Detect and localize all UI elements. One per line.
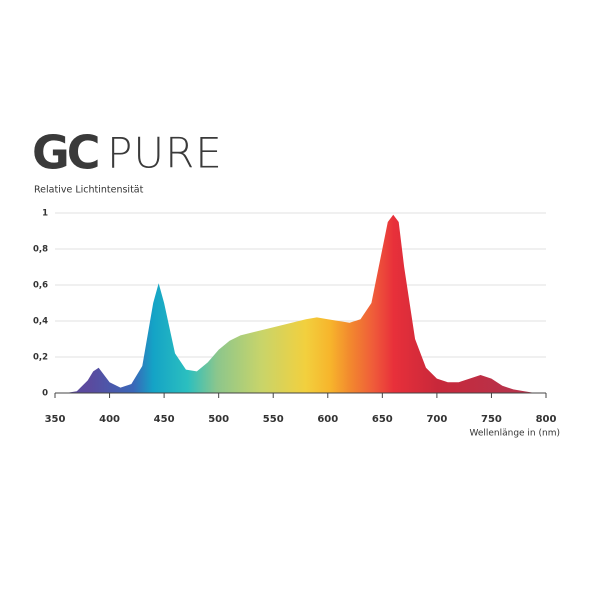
x-tick-label: 750 (481, 414, 502, 425)
spectrum-area (65, 214, 547, 393)
y-tick-label: 0,6 (33, 281, 48, 291)
x-tick-label: 650 (372, 414, 393, 425)
x-tick-label: 500 (208, 414, 229, 425)
x-tick-label: 600 (317, 414, 338, 425)
logo-mark: GC (32, 126, 98, 180)
logo-text: PURE (107, 129, 223, 178)
x-tick-label: 450 (154, 414, 175, 425)
y-tick-label: 0 (42, 389, 48, 399)
y-tick-label: 0,4 (33, 317, 48, 327)
x-axis-label: Wellenlänge in (nm) (469, 429, 560, 439)
x-tick-label: 350 (45, 414, 66, 425)
y-tick-label: 0,2 (33, 353, 48, 363)
x-tick-label: 800 (536, 414, 557, 425)
y-tick-label: 0,8 (33, 245, 48, 255)
x-tick-label: 550 (263, 414, 284, 425)
x-tick-label: 400 (99, 414, 120, 425)
y-tick-label: 1 (42, 209, 48, 219)
x-tick-label: 700 (426, 414, 447, 425)
y-axis-label: Relative Lichtintensität (34, 185, 144, 196)
